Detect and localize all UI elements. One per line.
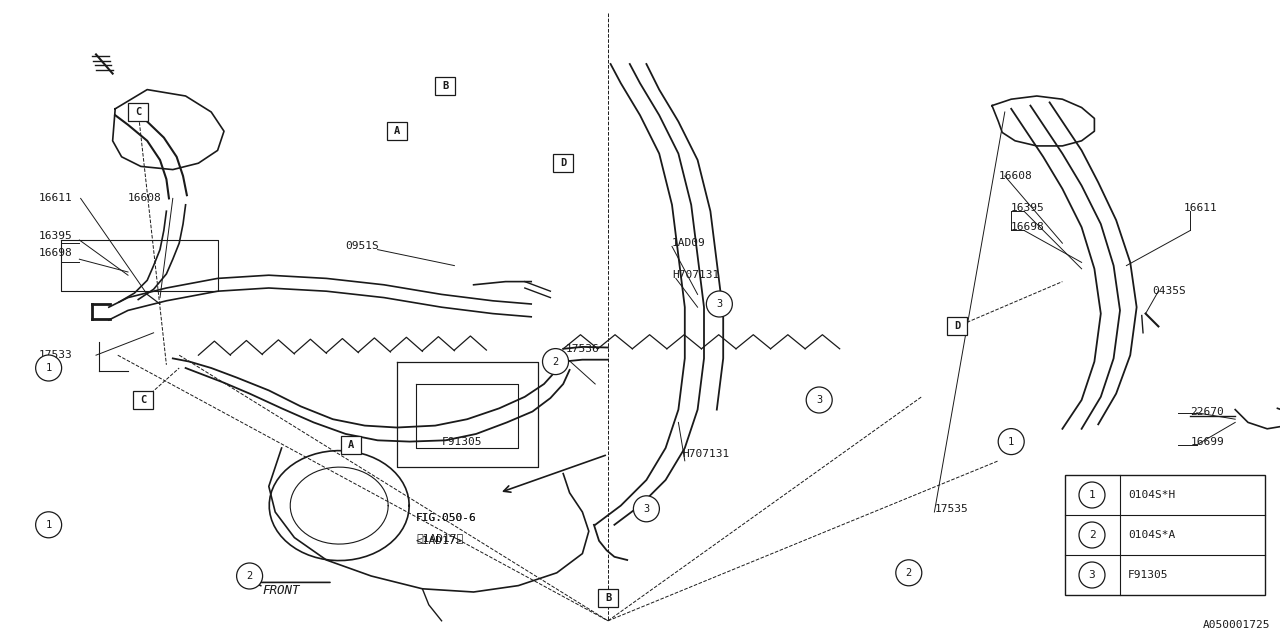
Text: H707131: H707131 — [682, 449, 730, 460]
Bar — [598, 589, 618, 607]
Text: 1: 1 — [1009, 436, 1014, 447]
Bar — [435, 77, 456, 95]
Text: 2: 2 — [1088, 530, 1096, 540]
Text: 16395: 16395 — [38, 230, 72, 241]
Circle shape — [707, 291, 732, 317]
Text: 17533: 17533 — [38, 350, 72, 360]
Text: 16698: 16698 — [38, 248, 72, 258]
Circle shape — [543, 349, 568, 374]
Text: A050001725: A050001725 — [1202, 620, 1270, 630]
Text: 1: 1 — [46, 520, 51, 530]
Text: D: D — [561, 158, 566, 168]
Text: D: D — [955, 321, 960, 332]
Text: 0104S*H: 0104S*H — [1128, 490, 1175, 500]
Text: 16699: 16699 — [1190, 436, 1224, 447]
Text: 17536: 17536 — [566, 344, 599, 354]
Text: 3: 3 — [817, 395, 822, 405]
Bar — [1065, 475, 1265, 595]
Text: 16608: 16608 — [998, 171, 1032, 181]
Bar — [128, 103, 148, 121]
Text: 0951S: 0951S — [346, 241, 379, 252]
Circle shape — [36, 355, 61, 381]
Text: 3: 3 — [644, 504, 649, 514]
Text: A: A — [348, 440, 353, 450]
Text: 2: 2 — [553, 356, 558, 367]
Bar — [133, 391, 154, 409]
Circle shape — [1079, 522, 1105, 548]
Text: A: A — [394, 126, 399, 136]
Text: FRONT: FRONT — [262, 584, 300, 597]
Text: C: C — [136, 107, 141, 117]
Circle shape — [1079, 482, 1105, 508]
Text: FIG.050-6: FIG.050-6 — [416, 513, 476, 524]
Text: 1AD09: 1AD09 — [672, 238, 705, 248]
Text: F91305: F91305 — [442, 436, 483, 447]
Text: 16395: 16395 — [1011, 203, 1044, 213]
Text: 17535: 17535 — [934, 504, 968, 514]
Text: C: C — [141, 395, 146, 405]
Circle shape — [36, 512, 61, 538]
Text: 16698: 16698 — [1011, 222, 1044, 232]
Text: 〈1AD17〉: 〈1AD17〉 — [416, 532, 463, 543]
Text: 0104S*A: 0104S*A — [1128, 530, 1175, 540]
Text: 22670: 22670 — [1190, 406, 1224, 417]
Text: B: B — [443, 81, 448, 92]
Circle shape — [896, 560, 922, 586]
Text: <1AD17>: <1AD17> — [416, 536, 463, 546]
Text: FIG.050-6: FIG.050-6 — [416, 513, 476, 524]
Text: 16611: 16611 — [1184, 203, 1217, 213]
Circle shape — [998, 429, 1024, 454]
Bar — [947, 317, 968, 335]
Bar — [553, 154, 573, 172]
Text: 0435S: 0435S — [1152, 286, 1185, 296]
Bar — [387, 122, 407, 140]
Text: 2: 2 — [906, 568, 911, 578]
Circle shape — [806, 387, 832, 413]
Circle shape — [1079, 562, 1105, 588]
Text: 16608: 16608 — [128, 193, 161, 204]
Circle shape — [634, 496, 659, 522]
Text: B: B — [605, 593, 611, 604]
Text: F91305: F91305 — [1128, 570, 1169, 580]
Text: 3: 3 — [1088, 570, 1096, 580]
Text: H707131: H707131 — [672, 270, 719, 280]
Text: 1: 1 — [1088, 490, 1096, 500]
Text: 1: 1 — [46, 363, 51, 373]
Text: 2: 2 — [247, 571, 252, 581]
Bar — [340, 436, 361, 454]
Text: 16611: 16611 — [38, 193, 72, 204]
Text: 3: 3 — [717, 299, 722, 309]
Circle shape — [237, 563, 262, 589]
